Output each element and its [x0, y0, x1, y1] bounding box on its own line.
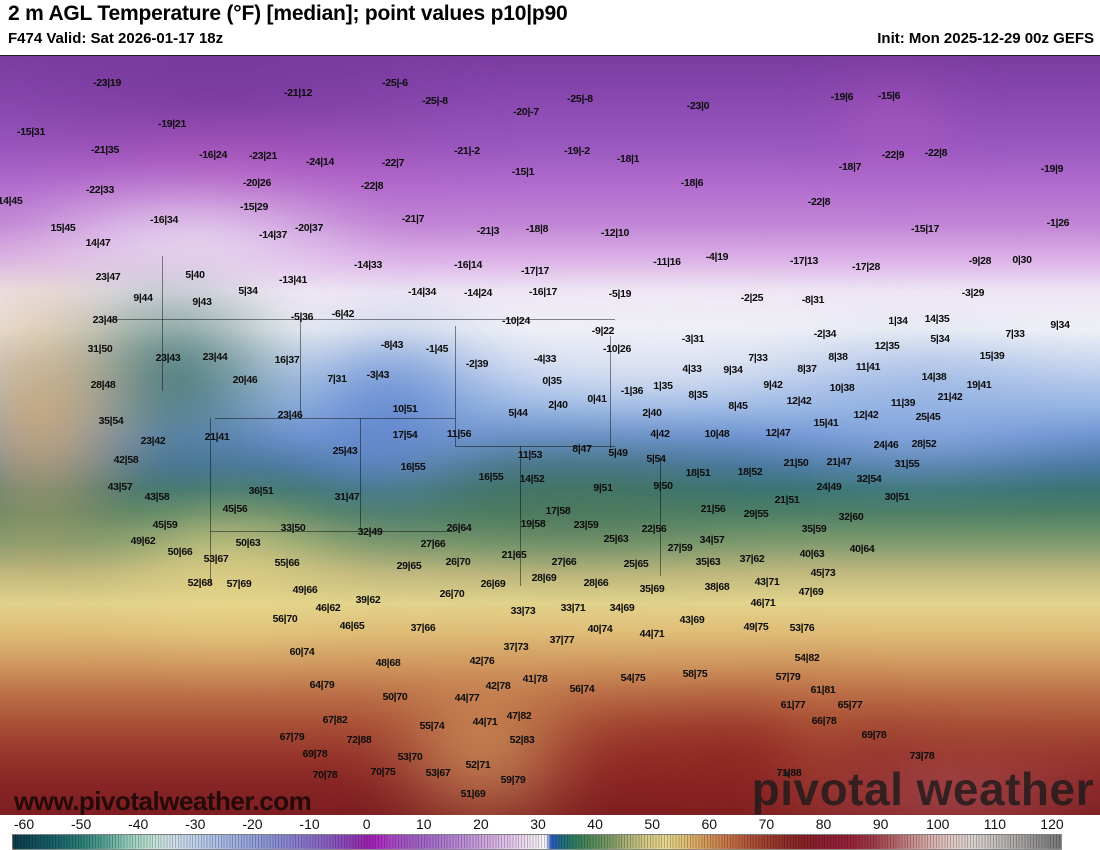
colorbar-tick: 10 [415, 816, 432, 832]
map-shading-region [520, 696, 940, 816]
map-shading-region [820, 76, 970, 166]
state-border-line [162, 256, 163, 391]
state-border-line [455, 326, 456, 446]
state-border-line [110, 319, 615, 320]
header: 2 m AGL Temperature (°F) [median]; point… [0, 0, 1100, 55]
colorbar-tick: -30 [185, 816, 206, 832]
state-border-line [215, 418, 455, 419]
temperature-map [0, 55, 1100, 817]
init-time-label: Init: Mon 2025-12-29 00z GEFS [877, 30, 1094, 47]
colorbar-tick: 0 [362, 816, 371, 832]
map-shading-region [360, 441, 780, 561]
colorbar: -60 -50 -40 -30 -20 -10 0 10 20 30 40 50 60 70 80 90 100… [0, 815, 1100, 850]
watermark-url: www.pivotalweather.com [14, 786, 312, 816]
colorbar-tick: 40 [587, 816, 603, 832]
state-border-line [210, 418, 211, 586]
colorbar-tick: 80 [815, 816, 832, 832]
state-border-line [360, 418, 361, 531]
colorbar-tick: 100 [926, 816, 950, 832]
watermark-brand: pivotal weather [751, 763, 1094, 815]
colorbar-tick: 70 [758, 816, 775, 832]
state-border-line [610, 336, 611, 448]
colorbar-tick: 30 [530, 816, 546, 832]
valid-time-label: F474 Valid: Sat 2026-01-17 18z [8, 30, 224, 47]
state-border-line [455, 446, 615, 447]
map-shading-region [90, 486, 370, 656]
colorbar-tick: -60 [13, 816, 35, 832]
colorbar-tick: 110 [983, 816, 1007, 832]
colorbar-segments [12, 834, 1060, 848]
page-title: 2 m AGL Temperature (°F) [median]; point… [8, 2, 568, 25]
colorbar-tick: -50 [70, 816, 92, 832]
colorbar-tick: 120 [1040, 816, 1064, 832]
state-border-line [660, 456, 661, 576]
map-shading-region [740, 336, 1100, 486]
colorbar-tick: -20 [242, 816, 263, 832]
state-border-line [300, 319, 301, 419]
colorbar-tick: 90 [872, 816, 889, 832]
colorbar-tick: 50 [644, 816, 660, 832]
colorbar-tick: -40 [128, 816, 149, 832]
state-border-line [210, 531, 455, 532]
state-border-line [520, 446, 521, 586]
colorbar-tick: 20 [473, 816, 489, 832]
colorbar-tick: -10 [299, 816, 320, 832]
colorbar-tick: 60 [701, 816, 718, 832]
